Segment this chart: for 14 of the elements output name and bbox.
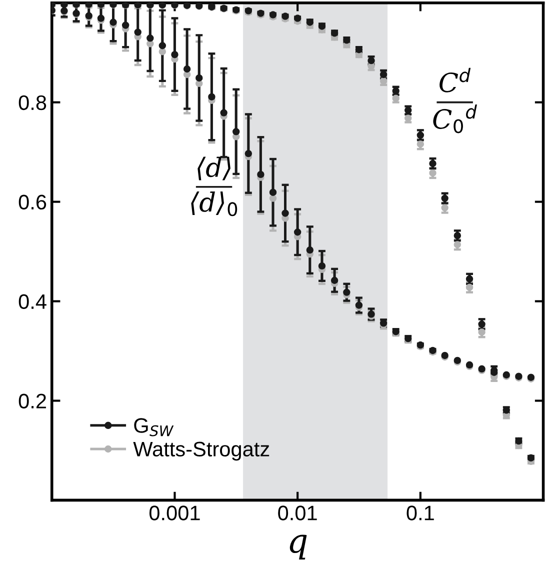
legend-label: G$_{SW}$ — [134, 418, 174, 436]
y-tick-label: 0.2 — [18, 394, 46, 408]
y-tick-label: 0.6 — [18, 194, 46, 210]
x-tick-label: 0.001 — [149, 506, 200, 520]
annotation: ⟨d⟩$_{0}$ — [191, 192, 238, 216]
annotation: C$^{d}$ — [440, 68, 471, 92]
x-axis-title: q — [290, 534, 307, 560]
annotation: ⟨d⟩ — [198, 156, 230, 180]
legend-label: Watts-Strogatz — [133, 442, 270, 461]
y-tick-label: 0.8 — [18, 95, 46, 110]
annotation: C$_{0}$$^{d}$ — [433, 104, 477, 134]
x-tick-label: 0.01 — [278, 506, 317, 520]
x-tick-label: 0.1 — [406, 506, 434, 520]
y-tick-label: 0.4 — [18, 294, 46, 310]
